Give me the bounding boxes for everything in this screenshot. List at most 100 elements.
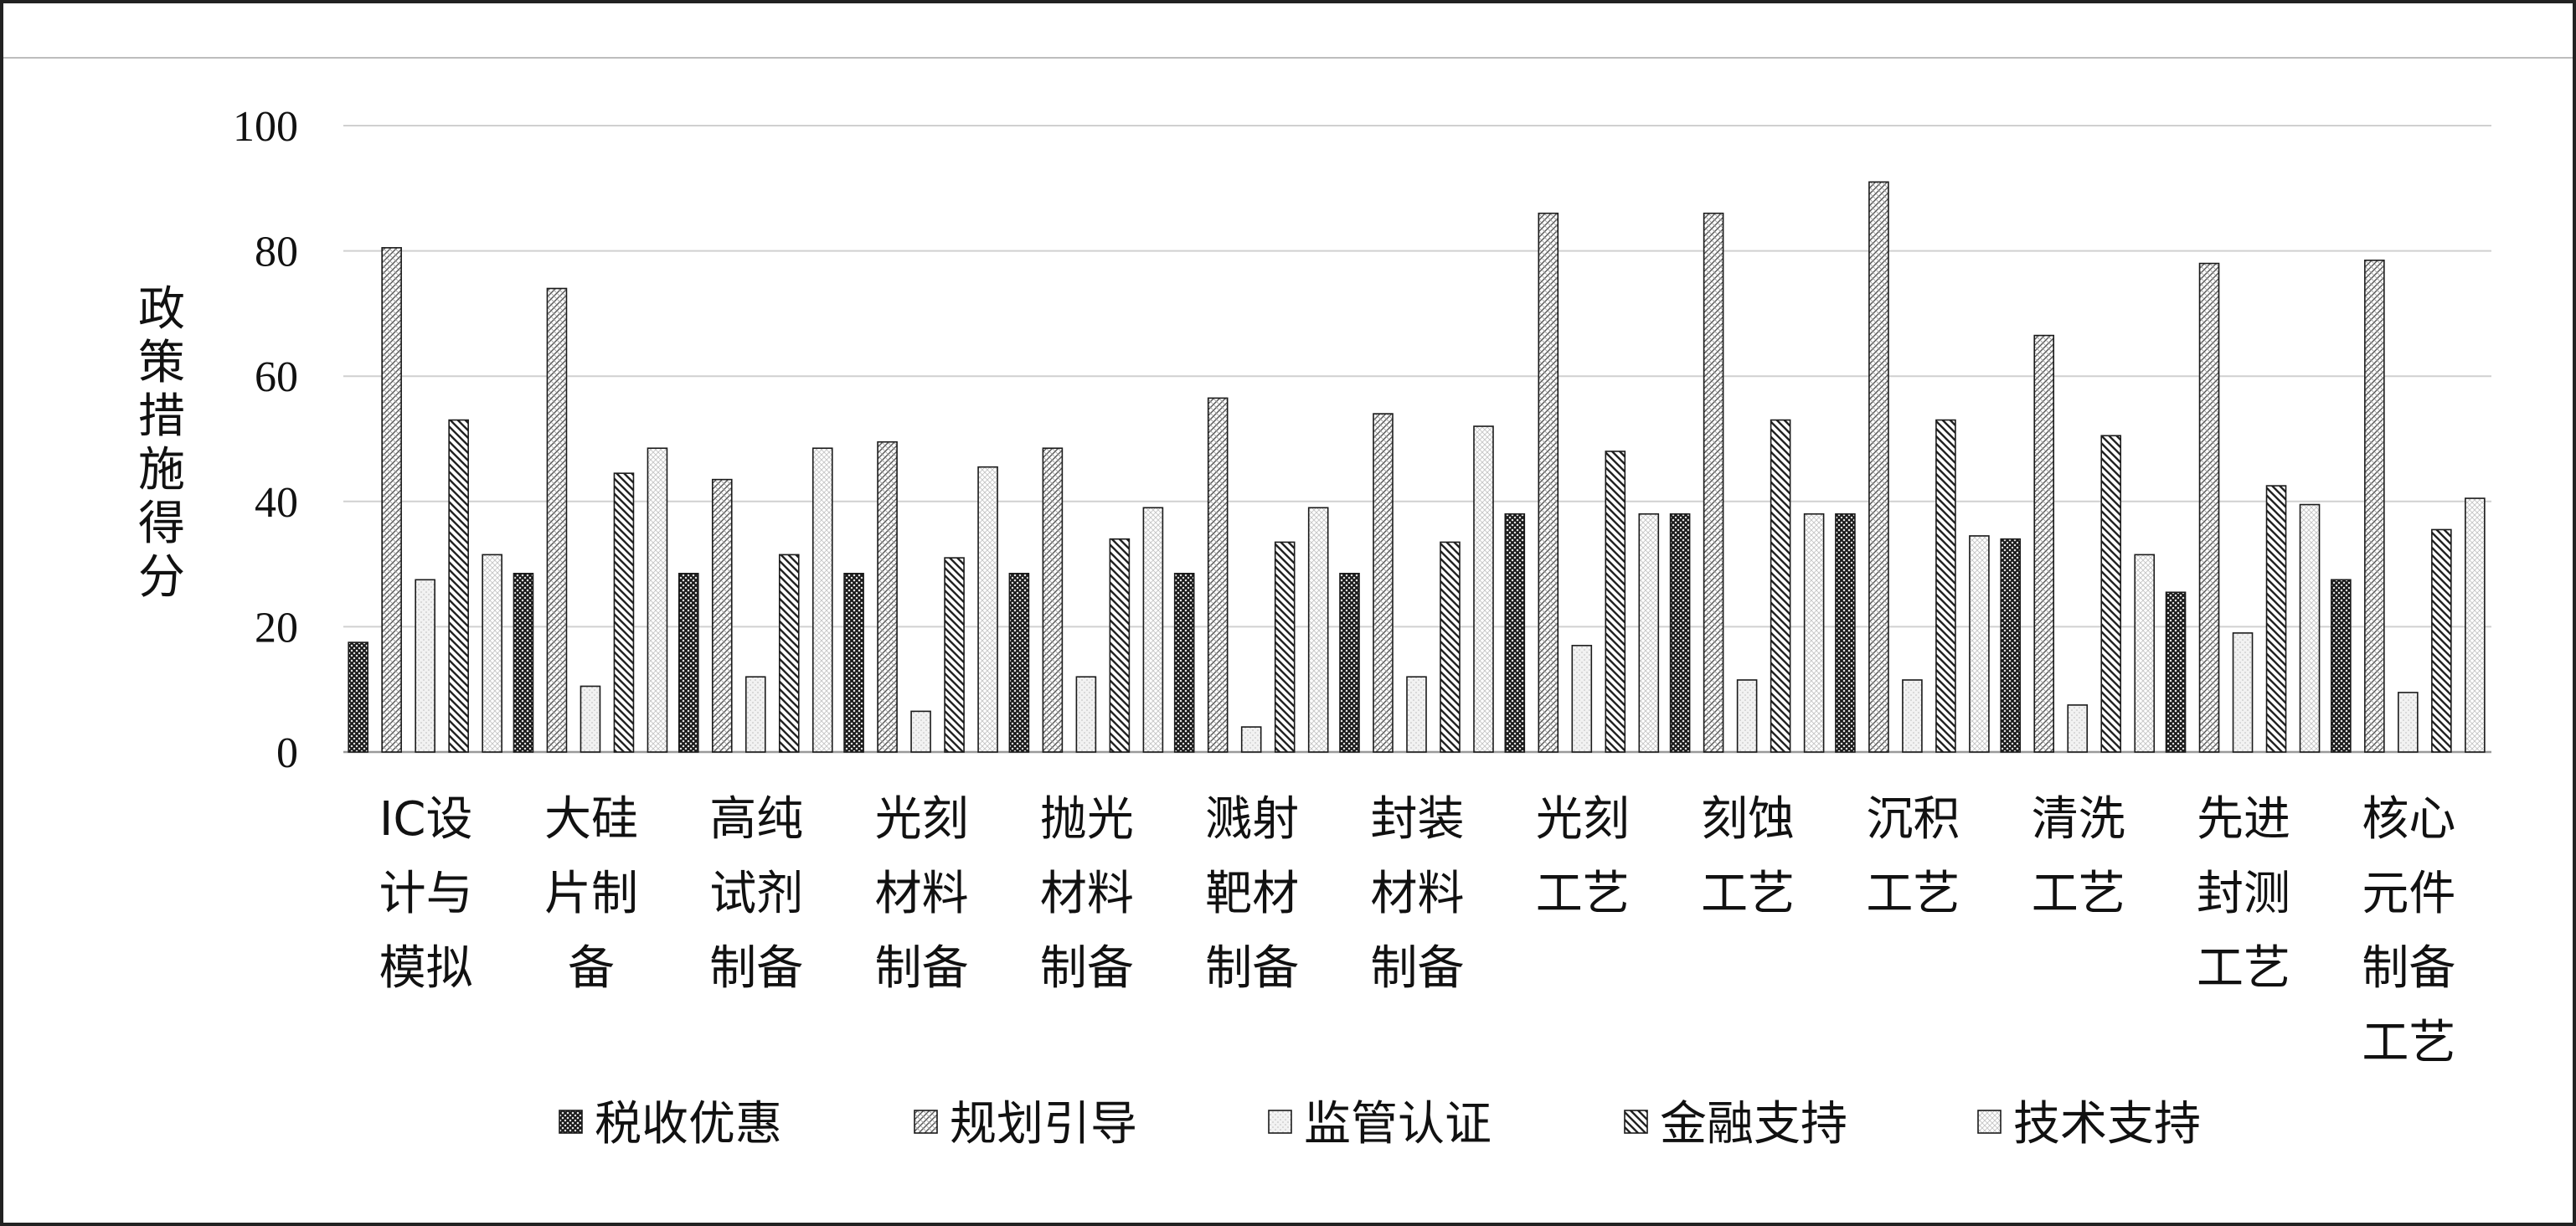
legend: 税收优惠 规划引导 监管认证 金融支持 技术支持 bbox=[559, 1097, 2201, 1151]
x-tick-label: 工艺 bbox=[2362, 1016, 2455, 1070]
bar-税收优惠 bbox=[1504, 513, 1526, 753]
bar-技术支持 bbox=[811, 447, 833, 753]
x-tick-label: 高纯 bbox=[709, 792, 803, 847]
bar-监管认证 bbox=[910, 710, 931, 753]
bar-监管认证 bbox=[744, 676, 766, 753]
bar-技术支持 bbox=[977, 466, 998, 753]
y-tick-label: 100 bbox=[233, 103, 298, 151]
bar-监管认证 bbox=[415, 579, 435, 753]
bar-技术支持 bbox=[647, 447, 668, 753]
x-tick-label: 先进 bbox=[2197, 792, 2290, 847]
bar-金融支持 bbox=[778, 554, 800, 753]
y-tick-label: 80 bbox=[255, 229, 298, 276]
bar-税收优惠 bbox=[1339, 573, 1360, 753]
bar-税收优惠 bbox=[348, 641, 368, 753]
bar-技术支持 bbox=[1142, 507, 1164, 753]
bar-税收优惠 bbox=[1008, 573, 1030, 753]
x-tick-label: 工艺 bbox=[1701, 867, 1795, 921]
bar-规划引导 bbox=[1868, 181, 1889, 753]
y-tick-label: 20 bbox=[255, 604, 298, 652]
bar-监管认证 bbox=[580, 685, 601, 753]
bar-金融支持 bbox=[944, 557, 965, 753]
x-tick-label: 试剂 bbox=[709, 867, 803, 921]
y-axis-label-char: 政 bbox=[138, 282, 185, 337]
y-axis-label-char: 措 bbox=[138, 389, 185, 444]
bar-金融支持 bbox=[1274, 541, 1296, 753]
x-tick-label: 沉积 bbox=[1866, 792, 1960, 847]
bar-金融支持 bbox=[2431, 528, 2452, 753]
bar-金融支持 bbox=[2265, 485, 2287, 753]
legend-swatch bbox=[1977, 1110, 2002, 1134]
legend-label: 监管认证 bbox=[1304, 1097, 1492, 1151]
x-tick-label: 制备 bbox=[709, 941, 803, 996]
bar-规划引导 bbox=[546, 287, 568, 753]
bar-税收优惠 bbox=[2331, 579, 2352, 753]
x-tick-label: 靶材 bbox=[1205, 867, 1299, 921]
bar-监管认证 bbox=[1406, 676, 1427, 753]
bar-技术支持 bbox=[1307, 507, 1329, 753]
x-tick-label: IC设 bbox=[379, 792, 473, 847]
bar-税收优惠 bbox=[1835, 513, 1856, 753]
bar-金融支持 bbox=[1770, 419, 1791, 753]
bar-税收优惠 bbox=[513, 573, 534, 753]
bar-税收优惠 bbox=[2165, 591, 2187, 753]
bar-监管认证 bbox=[2232, 632, 2254, 753]
bar-规划引导 bbox=[2033, 334, 2055, 753]
header-divider bbox=[3, 57, 2573, 59]
y-tick-label: 60 bbox=[255, 353, 298, 401]
legend-label: 税收优惠 bbox=[595, 1097, 782, 1151]
legend-label: 技术支持 bbox=[2013, 1097, 2201, 1151]
x-tick-label: 工艺 bbox=[1866, 867, 1960, 921]
bar-规划引导 bbox=[1207, 397, 1229, 753]
bar-监管认证 bbox=[1736, 679, 1758, 753]
bar-金融支持 bbox=[448, 419, 469, 753]
bar-技术支持 bbox=[2134, 554, 2156, 753]
bar-监管认证 bbox=[1902, 679, 1923, 753]
x-tick-label: 材料 bbox=[1371, 867, 1465, 921]
legend-swatch bbox=[1624, 1110, 1648, 1134]
x-tick-label: 计与 bbox=[379, 867, 473, 921]
x-tick-label: 核心 bbox=[2362, 792, 2455, 847]
y-axis-label-char: 分 bbox=[138, 550, 185, 605]
bar-规划引导 bbox=[877, 440, 898, 753]
bars bbox=[348, 181, 2486, 753]
x-tick-label: 制备 bbox=[875, 941, 969, 996]
x-tick-label: 片制 bbox=[544, 867, 638, 921]
x-tick-label: 制备 bbox=[1205, 941, 1299, 996]
y-tick-label: 0 bbox=[276, 729, 298, 777]
x-tick-label: 溅射 bbox=[1205, 792, 1299, 847]
legend-swatch bbox=[914, 1110, 938, 1134]
bar-金融支持 bbox=[2100, 435, 2122, 753]
legend-label: 金融支持 bbox=[1660, 1097, 1847, 1151]
x-tick-label: 光刻 bbox=[875, 792, 969, 847]
bar-金融支持 bbox=[1109, 538, 1131, 753]
bar-规划引导 bbox=[1703, 212, 1724, 753]
bar-规划引导 bbox=[381, 247, 402, 753]
bar-税收优惠 bbox=[1173, 573, 1195, 753]
x-tick-label: 材料 bbox=[875, 867, 969, 921]
x-tick-label: 封测 bbox=[2197, 867, 2290, 921]
bar-规划引导 bbox=[711, 478, 733, 753]
bar-税收优惠 bbox=[1669, 513, 1691, 753]
bar-税收优惠 bbox=[677, 573, 699, 753]
x-tick-label: 模拟 bbox=[379, 941, 473, 996]
bar-监管认证 bbox=[1075, 676, 1097, 753]
x-tick-label: 工艺 bbox=[2197, 941, 2290, 996]
y-axis-label-char: 策 bbox=[138, 336, 185, 390]
bar-技术支持 bbox=[482, 554, 502, 753]
bar-金融支持 bbox=[613, 472, 635, 753]
bar-监管认证 bbox=[1240, 726, 1262, 753]
bar-规划引导 bbox=[1042, 447, 1064, 753]
bar-税收优惠 bbox=[843, 573, 864, 753]
x-tick-label: 元件 bbox=[2362, 867, 2455, 921]
bar-监管认证 bbox=[1571, 645, 1593, 753]
legend-label: 规划引导 bbox=[950, 1097, 1137, 1151]
x-tick-label: 大硅 bbox=[544, 792, 638, 847]
bar-技术支持 bbox=[2299, 503, 2321, 753]
x-tick-label: 制备 bbox=[1040, 941, 1134, 996]
x-tick-label: 制备 bbox=[1371, 941, 1465, 996]
x-tick-label: 制备 bbox=[2362, 941, 2455, 996]
